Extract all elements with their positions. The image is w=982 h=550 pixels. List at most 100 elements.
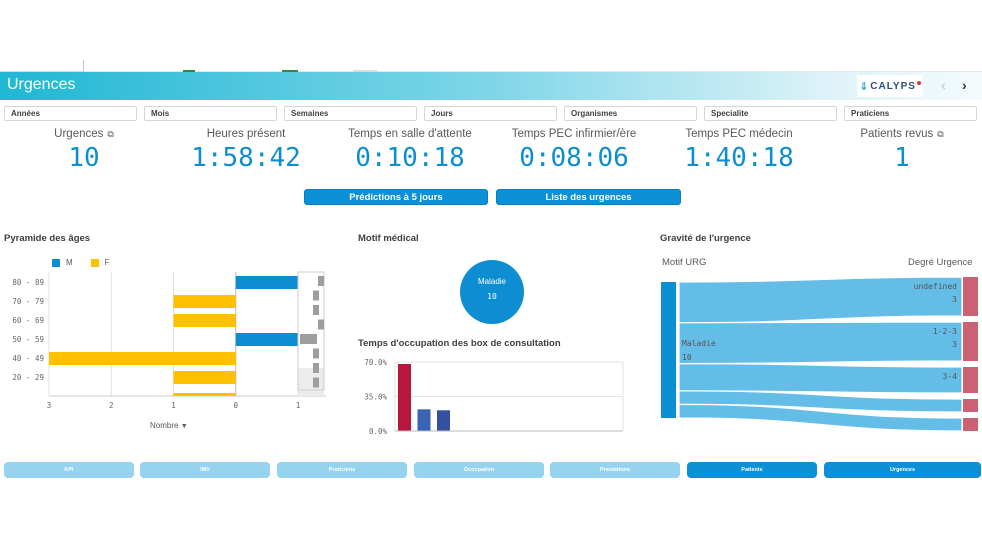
kpi-label: Heures présent <box>206 128 286 140</box>
sankey-target-label: 1-2-3 <box>933 327 957 336</box>
tab-kpi[interactable]: KPI <box>4 462 134 478</box>
pyramid-scroll-track <box>298 368 324 396</box>
sankey-link <box>678 390 963 413</box>
occupation-y-tick: 35.0% <box>364 393 387 402</box>
tab-praticiens[interactable]: Praticiens <box>277 462 407 478</box>
occupation-bar <box>398 363 411 431</box>
tab-prestations[interactable]: Prestations <box>550 462 680 478</box>
pyramid-scroll-mini-bar <box>313 363 319 373</box>
kpi-heures-present: Heures présent 1:58:42 <box>166 128 326 173</box>
page-title: Urgences <box>7 76 76 93</box>
pyramid-y-tick: 40 - 49 <box>12 354 44 363</box>
pyramid-scroll-mini-bar <box>300 334 317 344</box>
sankey-target-node <box>963 367 978 393</box>
tab-patients[interactable]: Patients <box>687 462 817 478</box>
filter-jours[interactable]: Jours <box>424 106 557 121</box>
pyramid-bar-f <box>173 371 236 384</box>
top-strip-marker <box>183 70 195 72</box>
kpi-value: 0:10:18 <box>355 143 465 173</box>
pyramid-scroll-thumb[interactable] <box>297 271 325 391</box>
gravite-title: Gravité de l'urgence <box>660 233 751 244</box>
sankey-target-node <box>963 418 978 431</box>
pyramid-axis-sort[interactable]: Nombre ▼ <box>150 421 188 430</box>
pyramid-x-tick: 0 <box>233 401 238 410</box>
sankey-target-node <box>963 399 978 412</box>
kpi-label: Temps en salle d'attente <box>348 128 472 140</box>
filter-praticiens[interactable]: Praticiens <box>844 106 977 121</box>
kpi-value: 0:08:06 <box>519 143 629 173</box>
sankey-link <box>678 403 963 432</box>
calyps-logo-icon: ⇓ <box>859 80 869 93</box>
pyramid-bar-f-partial <box>173 393 236 396</box>
bubble-label: Maladie <box>477 277 506 286</box>
pyramid-scroll-mini-bar <box>313 290 319 301</box>
kpi-value: 1:58:42 <box>191 143 301 173</box>
bubble-value: 10 <box>487 292 497 301</box>
motif-bubble-maladie[interactable]: Maladie 10 <box>460 260 524 324</box>
top-strip-segment <box>0 60 84 72</box>
kpi-urgences[interactable]: Urgences ⧉ 10 <box>4 128 164 173</box>
occupation-bar-chart[interactable]: 0.0% 35.0% 70.0% <box>355 352 630 442</box>
calyps-logo: ⇓ CALYPS <box>857 75 923 97</box>
top-strip-marker <box>282 70 298 72</box>
occupation-bar <box>437 410 450 431</box>
occupation-bar <box>417 409 431 431</box>
occupation-y-tick: 70.0% <box>364 358 387 367</box>
tab-imv[interactable]: IMV <box>140 462 270 478</box>
pyramid-bar-m <box>235 276 298 289</box>
gravite-sankey-chart[interactable]: undefined 3 1-2-3 3 3-4 Maladie 10 <box>655 270 982 440</box>
kpi-label-text: Urgences <box>54 128 104 140</box>
filter-bar: Années Mois Semaines Jours Organismes Sp… <box>0 106 982 122</box>
age-pyramid-chart[interactable]: 3 2 1 0 1 80 - 89 70 - 79 60 - 69 50 - 59 40 - 49… <box>0 268 330 418</box>
pyramid-x-axis-label: Nombre <box>150 421 179 430</box>
pyramid-legend: M F <box>52 258 110 267</box>
sankey-link <box>678 362 963 394</box>
sankey-target-value: 3 <box>952 340 957 349</box>
legend-swatch-f <box>90 258 99 267</box>
sankey-source-label: Maladie <box>682 339 716 348</box>
caret-down-icon: ▼ <box>180 423 188 430</box>
kpi-label-text: Patients revus <box>860 128 934 140</box>
predictions-button[interactable]: Prédictions à 5 jours <box>304 189 488 205</box>
pyramid-x-tick: 1 <box>296 401 301 410</box>
filter-annees[interactable]: Années <box>4 106 137 121</box>
pyramid-y-tick: 70 - 79 <box>12 297 44 306</box>
pyramid-x-tick: 3 <box>47 401 52 410</box>
kpi-label: Urgences ⧉ <box>4 128 164 140</box>
chevron-left-icon[interactable]: ‹ <box>941 77 946 93</box>
pyramid-x-tick: 2 <box>109 401 114 410</box>
filter-organismes[interactable]: Organismes <box>564 106 697 121</box>
pyramid-scroll-mini-bar <box>318 319 324 330</box>
sankey-target-label: 3-4 <box>943 372 958 381</box>
sankey-target-header: Degré Urgence <box>908 257 973 268</box>
pyramid-y-tick: 20 - 29 <box>12 373 44 382</box>
filter-mois[interactable]: Mois <box>144 106 277 121</box>
kpi-value: 1 <box>894 143 910 173</box>
pyramid-y-tick: 80 - 89 <box>12 278 44 287</box>
kpi-temps-pec-infirmier: Temps PEC infirmier/ère 0:08:06 <box>494 128 654 173</box>
kpi-patients-revus[interactable]: Patients revus ⧉ 1 <box>822 128 982 173</box>
pyramid-bar-f <box>173 295 236 308</box>
chevron-right-icon[interactable]: › <box>962 77 967 93</box>
sankey-target-label: undefined <box>914 282 958 291</box>
pyramid-title: Pyramide des âges <box>4 233 91 244</box>
external-link-icon[interactable]: ⧉ <box>107 129 114 139</box>
external-link-icon[interactable]: ⧉ <box>937 129 944 139</box>
logo-dot <box>916 80 921 85</box>
pyramid-bar-f <box>173 314 236 327</box>
occupation-title: Temps d'occupation des box de consultati… <box>358 338 561 349</box>
liste-urgences-button[interactable]: Liste des urgences <box>496 189 681 205</box>
kpi-temps-attente: Temps en salle d'attente 0:10:18 <box>330 128 490 173</box>
pyramid-bar-f <box>49 352 236 365</box>
pyramid-bar-m <box>235 333 298 346</box>
filter-semaines[interactable]: Semaines <box>284 106 417 121</box>
sankey-target-value: 3 <box>952 295 957 304</box>
sankey-source-header: Motif URG <box>662 257 707 268</box>
filter-specialite[interactable]: Specialite <box>704 106 837 121</box>
sankey-source-value: 10 <box>682 353 692 362</box>
tab-occupation[interactable]: Occupation <box>414 462 544 478</box>
sankey-link <box>678 321 963 365</box>
pyramid-scroll-mini-bar <box>318 276 324 286</box>
legend-swatch-m <box>52 258 60 267</box>
tab-urgences[interactable]: Urgences <box>824 462 981 478</box>
